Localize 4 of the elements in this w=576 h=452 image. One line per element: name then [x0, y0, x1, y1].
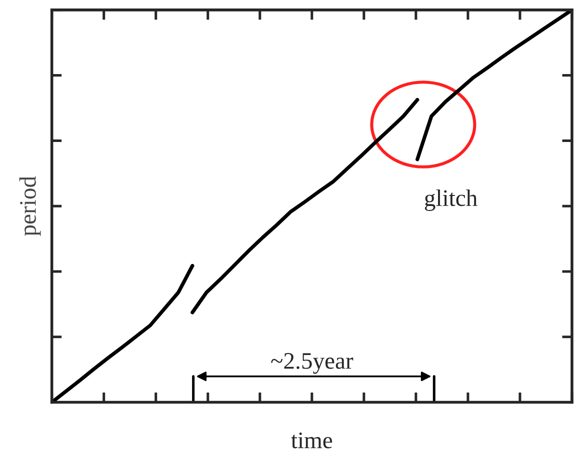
- annotation: ~2.5year: [271, 353, 354, 374]
- annotation: glitch: [424, 189, 478, 211]
- y-axis-title: period: [19, 176, 41, 236]
- x-axis-title: time: [291, 432, 332, 448]
